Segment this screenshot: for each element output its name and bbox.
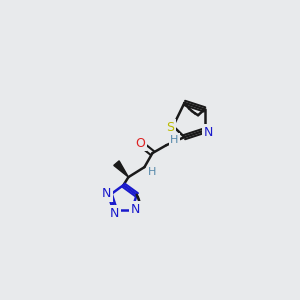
Polygon shape [114, 161, 128, 177]
Text: S: S [166, 121, 174, 134]
Text: H: H [170, 135, 178, 145]
Text: O: O [136, 136, 146, 150]
Text: N: N [131, 203, 140, 216]
Text: N: N [110, 207, 119, 220]
Text: N: N [204, 126, 213, 139]
Text: H: H [148, 167, 157, 177]
Text: N: N [101, 187, 111, 200]
